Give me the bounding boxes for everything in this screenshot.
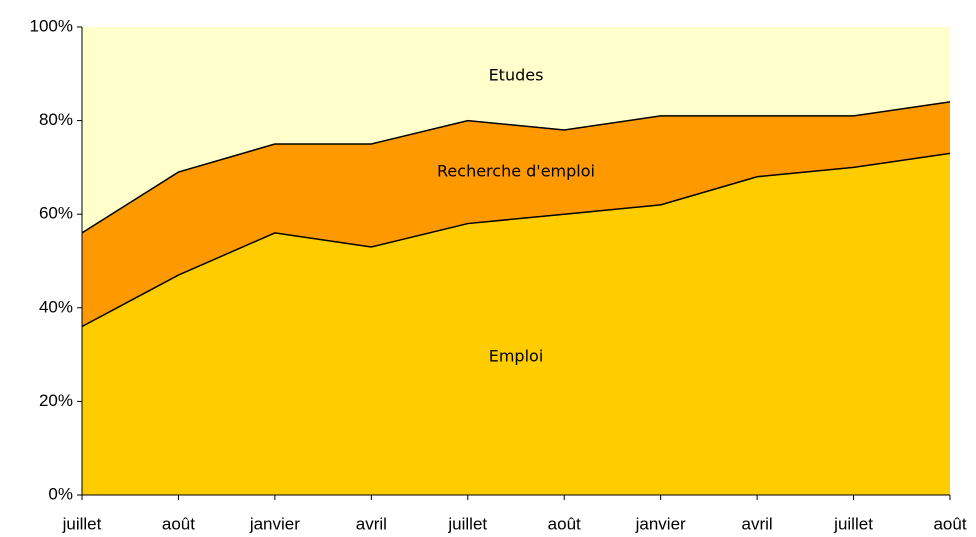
y-tick-label: 0% (48, 484, 73, 503)
area-boundary (81, 101, 951, 234)
area (82, 153, 950, 496)
series-label: Recherche d'emploi (437, 162, 595, 181)
x-tick-label: janvier (635, 514, 686, 533)
y-tick-label: 100% (30, 16, 73, 35)
x-tick-label: août (933, 514, 966, 533)
y-tick-label: 60% (39, 204, 73, 223)
x-tick-label: avril (356, 514, 387, 533)
y-tick-label: 20% (39, 391, 73, 410)
series-label: Emploi (489, 346, 544, 365)
x-tick-label: juillet (447, 514, 487, 533)
area (82, 27, 950, 233)
x-tick-label: août (548, 514, 581, 533)
y-tick-label: 80% (39, 110, 73, 129)
area (82, 101, 950, 327)
x-tick-label: janvier (249, 514, 300, 533)
x-tick-label: août (162, 514, 195, 533)
x-tick-label: juillet (62, 514, 102, 533)
series-label: Etudes (489, 66, 544, 85)
y-tick-label: 40% (39, 297, 73, 316)
x-tick-label: avril (742, 514, 773, 533)
area-boundary (81, 152, 951, 328)
x-tick-label: juillet (833, 514, 873, 533)
